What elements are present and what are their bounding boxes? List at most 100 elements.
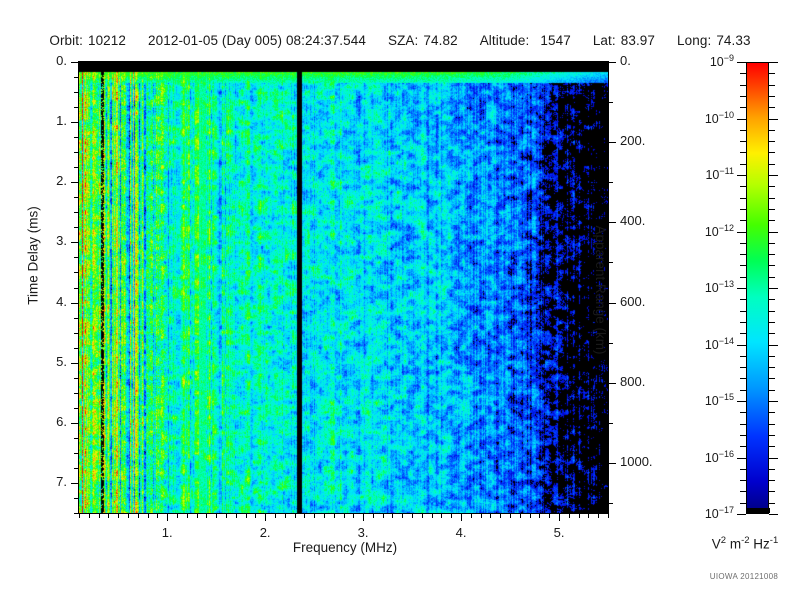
y2-tick-minor: [608, 182, 613, 183]
colorbar-tick-minor: [769, 243, 775, 244]
x-tick-minor: [108, 513, 109, 518]
colorbar-tick-minor: [769, 254, 775, 255]
y2-tick-major: [608, 142, 616, 143]
colorbar-tick-major: [737, 119, 746, 120]
y2-tick-major: [608, 383, 616, 384]
x-tick-minor: [402, 513, 403, 518]
colorbar-tick-minor: [740, 469, 746, 470]
x-tick-minor: [530, 513, 531, 518]
x-tick-minor: [206, 513, 207, 518]
colorbar-tick-minor: [740, 435, 746, 436]
x-tick-minor: [304, 513, 305, 518]
y-tick-minor: [74, 333, 79, 334]
y2-tick-minor: [608, 503, 613, 504]
x-tick-minor: [295, 513, 296, 518]
y-tick-minor: [74, 378, 79, 379]
x-tick-major: [167, 513, 168, 521]
colorbar-tick-minor: [740, 503, 746, 504]
y2-axis-title: Apparent Range (km): [593, 225, 608, 355]
colorbar-tick-minor: [769, 141, 775, 142]
colorbar-tick-major: [769, 232, 778, 233]
colorbar-tick-major: [769, 119, 778, 120]
y2-tick-label: 800.: [620, 373, 646, 389]
x-tick-minor: [598, 513, 599, 518]
y-tick-minor: [74, 468, 79, 469]
x-tick-minor: [520, 513, 521, 518]
credit-stamp: UIOWA 20121008: [709, 572, 779, 581]
colorbar-tick-minor: [769, 186, 775, 187]
colorbar-tick-minor: [740, 378, 746, 379]
x-tick-minor: [324, 513, 325, 518]
y-tick-minor: [74, 438, 79, 439]
colorbar-tick-major: [769, 401, 778, 402]
colorbar-tick-minor: [740, 333, 746, 334]
y2-axis-line: [608, 62, 609, 514]
y-tick-minor: [74, 167, 79, 168]
x-axis-title: Frequency (MHz): [292, 540, 398, 555]
x-tick-major: [559, 513, 560, 521]
header-lat: Lat: 83.97: [593, 33, 655, 48]
y-tick-minor: [74, 453, 79, 454]
colorbar-tick-minor: [740, 209, 746, 210]
colorbar-tick-label: 10−16: [704, 449, 734, 466]
colorbar-tick-minor: [740, 141, 746, 142]
colorbar-tick-minor: [740, 299, 746, 300]
y2-tick-label: 1000.: [620, 453, 653, 469]
y-tick-minor: [74, 77, 79, 78]
colorbar-tick-major: [737, 232, 746, 233]
colorbar-tick-minor: [769, 299, 775, 300]
x-tick-minor: [510, 513, 511, 518]
colorbar-tick-minor: [740, 480, 746, 481]
colorbar-tick-minor: [740, 152, 746, 153]
colorbar-tick-minor: [740, 107, 746, 108]
x-tick-minor: [334, 513, 335, 518]
y-tick-major: [71, 62, 79, 63]
unit-meters-exp: -2: [741, 535, 750, 546]
x-tick-minor: [79, 513, 80, 518]
x-tick-minor: [255, 513, 256, 518]
x-tick-minor: [569, 513, 570, 518]
colorbar-tick-minor: [769, 491, 775, 492]
colorbar-nodata-swatch: [747, 508, 770, 513]
colorbar-tick-minor: [769, 130, 775, 131]
y2-tick-label: 400.: [620, 213, 646, 229]
colorbar-tick-minor: [740, 277, 746, 278]
y-tick-minor: [74, 107, 79, 108]
colorbar-tick-minor: [740, 412, 746, 413]
header-altitude-value: 1547: [540, 32, 571, 48]
x-tick-minor: [216, 513, 217, 518]
header-altitude: Altitude: 1547: [480, 33, 571, 48]
colorbar-tick-minor: [769, 390, 775, 391]
x-tick-minor: [353, 513, 354, 518]
colorbar-tick-minor: [769, 356, 775, 357]
colorbar-gradient: [746, 62, 770, 514]
y-tick-minor: [74, 212, 79, 213]
y-tick-minor: [74, 318, 79, 319]
colorbar-tick-minor: [740, 390, 746, 391]
y2-tick-major: [608, 303, 616, 304]
colorbar-tick-minor: [740, 198, 746, 199]
y2-tick-minor: [608, 102, 613, 103]
colorbar-tick-minor: [740, 130, 746, 131]
x-tick-minor: [549, 513, 550, 518]
colorbar-tick-minor: [740, 73, 746, 74]
x-tick-minor: [383, 513, 384, 518]
y-tick-label: 7.: [56, 473, 67, 489]
x-tick-minor: [373, 513, 374, 518]
colorbar-tick-minor: [769, 85, 775, 86]
y-tick-minor: [74, 288, 79, 289]
colorbar-tick-minor: [740, 265, 746, 266]
x-tick-minor: [588, 513, 589, 518]
y-tick-label: 2.: [56, 173, 67, 189]
x-tick-label: 5.: [553, 525, 565, 540]
y2-tick-minor: [608, 262, 613, 263]
colorbar-tick-minor: [740, 164, 746, 165]
colorbar-tick-minor: [740, 186, 746, 187]
y2-tick-major: [608, 463, 616, 464]
y-tick-minor: [74, 393, 79, 394]
colorbar-tick-label: 10−15: [704, 392, 734, 409]
colorbar-tick-minor: [769, 265, 775, 266]
colorbar-tick-minor: [769, 198, 775, 199]
x-tick-minor: [471, 513, 472, 518]
x-tick-minor: [500, 513, 501, 518]
